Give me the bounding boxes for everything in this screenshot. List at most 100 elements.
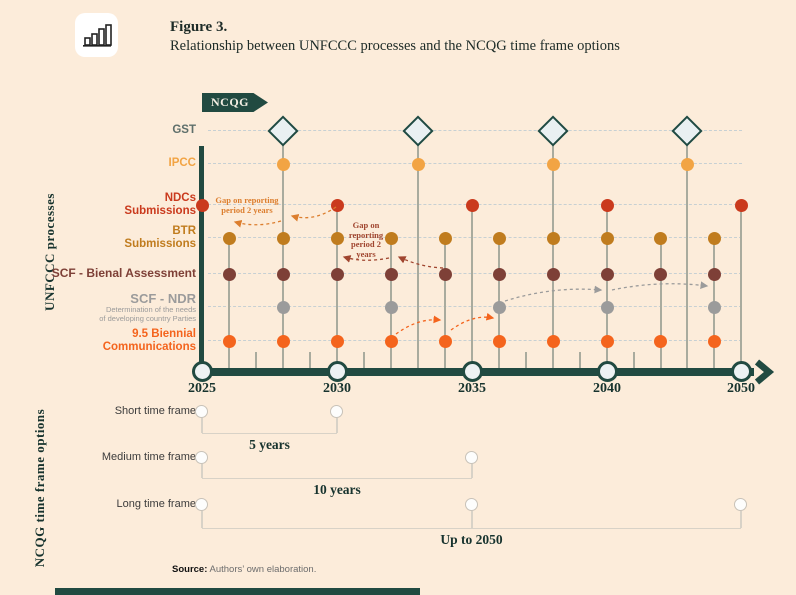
axis-tick-2026 — [228, 352, 230, 368]
figure-title: Relationship between UNFCCC processes an… — [170, 38, 620, 54]
timeframe-bracket-2 — [202, 528, 741, 529]
btr-marker-2032 — [384, 231, 398, 245]
scf_ndr-marker-2048 — [707, 300, 721, 314]
timeframe-bracket-end-1 — [471, 464, 473, 478]
axis-node-2050 — [731, 361, 752, 382]
timeframe-bracket-end-2 — [201, 511, 203, 528]
row-label-gst: GST — [172, 124, 196, 136]
unfccc-axis-line — [199, 146, 204, 372]
ncqg-timeframe-axis-label: NCQG time frame options — [32, 408, 47, 568]
axis-node-2025 — [192, 361, 213, 382]
ipcc-marker-2046 — [680, 157, 694, 171]
footer-accent-bar — [55, 588, 420, 595]
timeframe-node-2 — [465, 498, 478, 511]
timeframe-label-0: Short time frame — [114, 405, 196, 417]
ipcc-gridline — [208, 163, 742, 164]
figure-label: Figure 3. — [170, 19, 228, 35]
timeframe-node-0 — [330, 405, 343, 418]
scf_ba-marker-2036 — [492, 267, 506, 281]
timeframe-node-1 — [195, 451, 208, 464]
btr-marker-2026 — [222, 231, 236, 245]
scf_ndr-gridline — [208, 306, 742, 307]
bc95-marker-2038 — [546, 334, 560, 348]
row-label-bc95: 9.5 Biennial Communications — [102, 328, 196, 353]
gap-ndc-arrow-2 — [233, 219, 282, 228]
timeline-stem-2026 — [228, 238, 230, 370]
ndc-marker-2035 — [465, 198, 479, 212]
timeline-stem-2035 — [471, 205, 473, 370]
timeframe-duration-1: 10 years — [313, 482, 361, 497]
timeframe-bracket-end-2 — [740, 511, 742, 528]
source-text: Authors’ own elaboration. — [209, 564, 317, 575]
gst-gridline — [208, 130, 742, 131]
bc95-marker-2032 — [384, 334, 398, 348]
axis-tick-2038 — [552, 352, 554, 368]
bar-chart-glyph — [82, 24, 112, 47]
btr-marker-2048 — [707, 231, 721, 245]
scf_ba-marker-2030 — [330, 267, 344, 281]
scf_ba-marker-2040 — [600, 267, 614, 281]
gst-marker-2028 — [267, 115, 299, 147]
axis-node-2030 — [327, 361, 348, 382]
row-label-ndc: NDCs Submissions — [124, 192, 196, 217]
bc95-gridline — [208, 340, 742, 341]
timeframe-bracket-end-0 — [336, 418, 338, 433]
axis-tick-2033 — [417, 352, 419, 368]
timeline-stem-2033 — [417, 131, 419, 370]
ipcc-marker-2028 — [276, 157, 290, 171]
timeframe-bracket-end-2 — [471, 511, 473, 528]
timeframe-bracket-end-1 — [201, 464, 203, 478]
scf_ba-marker-2048 — [707, 267, 721, 281]
btr-marker-2040 — [600, 231, 614, 245]
source-note: Source: Authors’ own elaboration. — [172, 564, 316, 575]
row-label-scf_ndr: SCF - NDR — [130, 291, 196, 306]
axis-tick-2042 — [633, 352, 635, 368]
ncqg-banner: NCQG — [202, 93, 268, 112]
axis-tick-2028 — [282, 352, 284, 368]
btr-gridline — [208, 237, 742, 238]
axis-node-2035 — [462, 361, 483, 382]
scf_ba-marker-2026 — [222, 267, 236, 281]
bc95-marker-2044 — [654, 334, 668, 348]
year-label-2025: 2025 — [188, 381, 216, 396]
axis-tick-2032 — [390, 352, 392, 368]
timeframe-node-0 — [195, 405, 208, 418]
ndc-marker-2050 — [734, 198, 748, 212]
timeframe-bracket-1 — [202, 478, 472, 479]
timeline-stem-2028 — [282, 131, 284, 370]
axis-tick-2027 — [255, 352, 257, 368]
axis-tick-2036 — [498, 352, 500, 368]
btr-marker-2034 — [438, 231, 452, 245]
timeframe-label-2: Long time frame — [116, 498, 196, 510]
btr-marker-2044 — [654, 231, 668, 245]
btr-marker-2030 — [330, 231, 344, 245]
ndc-marker-2040 — [600, 198, 614, 212]
bc95-marker-2048 — [707, 334, 721, 348]
timeframe-duration-0: 5 years — [249, 437, 290, 452]
gap-ndc-reporting: Gap on reporting period 2 years — [215, 195, 279, 215]
timeline-stem-2038 — [552, 131, 554, 370]
timeline-stem-2044 — [659, 238, 662, 370]
timeline-stem-2040 — [606, 205, 608, 370]
bc95-marker-2026 — [222, 334, 236, 348]
timeframe-label-1: Medium time frame — [101, 451, 196, 463]
timeline-stem-2030 — [336, 205, 338, 370]
scf_ba-marker-2028 — [276, 267, 290, 281]
axis-tick-2037 — [525, 352, 527, 368]
year-label-2050: 2050 — [727, 381, 755, 396]
bc95-marker-2040 — [600, 334, 614, 348]
scf_ndr-marker-2036 — [492, 300, 506, 314]
btr-marker-2036 — [492, 231, 506, 245]
gap-btr-arrow-1 — [397, 256, 444, 269]
timeframe-node-2 — [195, 498, 208, 511]
ipcc-marker-2033 — [411, 157, 425, 171]
row-sublabel-scf_ndr: Determination of the needs of developing … — [99, 305, 196, 323]
timeframe-node-1 — [465, 451, 478, 464]
scf_ndr-marker-2040 — [600, 300, 614, 314]
source-label: Source: — [172, 564, 208, 575]
scf_ba-marker-2032 — [384, 267, 398, 281]
timeframe-bracket-end-0 — [201, 418, 203, 433]
bc95-marker-2030 — [330, 334, 344, 348]
scf_ndr-marker-2028 — [276, 300, 290, 314]
btr-marker-2028 — [276, 231, 290, 245]
